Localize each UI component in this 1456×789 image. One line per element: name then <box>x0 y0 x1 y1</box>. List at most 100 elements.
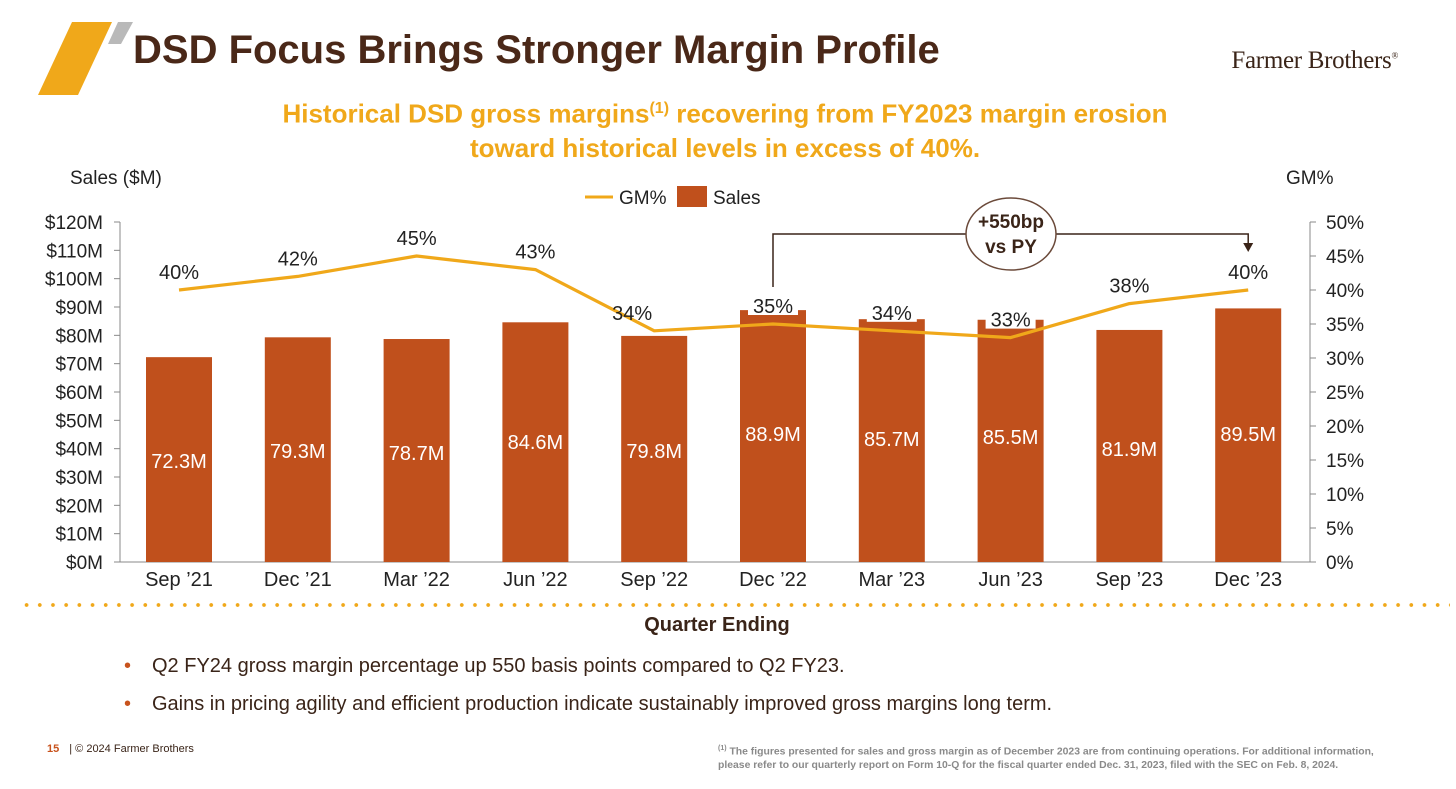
footnote-ref: (1) <box>718 745 727 752</box>
bullet-item: • Gains in pricing agility and efficient … <box>124 690 1052 728</box>
sales-bar-label: 84.6M <box>508 432 564 454</box>
bar-labels: 72.3M 79.3M 78.7M 84.6M 79.8M 88.9M 85.7M 85.5M… <box>151 424 1276 473</box>
y-tick-label: $10M <box>55 525 103 546</box>
annotation-text-line-1: +550bp <box>978 212 1044 233</box>
y2-tick-label: 50% <box>1326 213 1364 234</box>
annotation-text-line-2: vs PY <box>985 237 1037 258</box>
gm-point-label: 42% <box>278 248 318 270</box>
footnote: (1) The figures presented for sales and … <box>718 742 1430 773</box>
gm-point-label: 34% <box>612 303 652 325</box>
sales-bar-label: 72.3M <box>151 451 207 473</box>
y2-tick-label: 35% <box>1326 315 1364 336</box>
bullet-dot: • <box>124 693 132 715</box>
bullet-text: Q2 FY24 gross margin percentage up 550 b… <box>152 655 845 677</box>
x-tick-label: Mar ’23 <box>858 569 925 591</box>
x-tick-label: Jun ’23 <box>978 569 1043 591</box>
x-tick-label: Jun ’22 <box>503 569 568 591</box>
footnote-line-2: please refer to our quarterly report on … <box>718 760 1339 772</box>
gm-point-label: 40% <box>1228 262 1268 284</box>
sales-bar-label: 88.9M <box>745 424 801 446</box>
subtitle-line-2: toward historical levels in excess of 40… <box>469 132 981 163</box>
y-tick-label: $70M <box>55 355 103 376</box>
gm-line <box>178 254 1249 340</box>
x-tick-label: Dec ’21 <box>264 569 332 591</box>
y2-tick-label: 15% <box>1326 451 1364 472</box>
bullet-text: Gains in pricing agility and efficient p… <box>152 693 1053 715</box>
sales-bar <box>1215 308 1282 562</box>
page-number: 15 <box>47 743 60 755</box>
y-tick-label: $100M <box>45 270 103 291</box>
gm-point-label: 34% <box>872 303 912 325</box>
y-tick-label: $60M <box>55 383 103 404</box>
gm-line-layer: 40% 42% 45% 43% 34% 35% 34% 33% 38% 40% <box>159 228 1268 340</box>
x-tick-label: Dec ’23 <box>1214 569 1282 591</box>
brand-name: Farmer Brothers <box>1231 47 1392 74</box>
sales-bar <box>858 319 925 562</box>
annotation-arrow-icon <box>1243 243 1254 252</box>
y2-tick-label: 0% <box>1326 553 1354 574</box>
footnote-line-1: (1) The figures presented for sales and … <box>718 742 1430 759</box>
sales-bar-label: 85.5M <box>983 427 1039 449</box>
brand-registered-mark: ® <box>1391 50 1398 61</box>
sales-bar <box>502 322 569 562</box>
sales-bar <box>264 337 331 562</box>
y2-tick-label: 5% <box>1326 519 1354 540</box>
footnote-text-1: The figures presented for sales and gros… <box>726 746 1374 758</box>
subtitle-part-2: recovering from FY2023 margin erosion <box>669 98 1168 129</box>
y2-tick-label: 10% <box>1326 485 1364 506</box>
x-tick-label: Sep ’22 <box>620 569 688 591</box>
legend-label-sales: Sales <box>713 188 761 209</box>
gm-point-label: 35% <box>753 296 793 318</box>
x-tick-label: Dec ’22 <box>739 569 807 591</box>
y-tick-label: $40M <box>55 440 103 461</box>
gm-label-backdrop <box>985 306 1036 329</box>
sales-bar <box>383 339 450 562</box>
page-title: DSD Focus Brings Stronger Margin Profile <box>133 28 940 72</box>
bullet-dot: • <box>124 655 132 677</box>
gm-point-label: 40% <box>159 262 199 284</box>
x-tick-label: Sep ’21 <box>145 569 213 591</box>
y2-axis-title: GM% <box>1286 168 1334 189</box>
sales-bar-label: 79.3M <box>270 441 326 463</box>
y-axis-title: Sales ($M) <box>70 168 162 189</box>
gm-point-label: 38% <box>1109 276 1149 298</box>
y-tick-label: $90M <box>55 298 103 319</box>
gm-label-backdrop <box>866 299 917 322</box>
legend-label-gm: GM% <box>619 188 667 209</box>
y-tick-label: $80M <box>55 326 103 347</box>
bars <box>146 308 1282 562</box>
y2-tick-label: 40% <box>1326 281 1364 302</box>
brand-logo: Farmer Brothers® <box>1231 47 1398 75</box>
sales-bar-label: 78.7M <box>389 443 445 465</box>
gm-label-backdrop <box>748 293 798 315</box>
legend: GM% Sales <box>585 186 761 209</box>
footer-left: 15 | © 2024 Farmer Brothers <box>47 743 194 755</box>
subtitle-part-1: Historical DSD gross margins <box>282 98 650 129</box>
y2-tick-label: 25% <box>1326 383 1364 404</box>
y-tick-label: $120M <box>45 213 103 234</box>
y-tick-label: $50M <box>55 411 103 432</box>
annotation-bubble <box>965 197 1057 271</box>
sales-bar <box>146 357 212 562</box>
sales-bar-label: 81.9M <box>1102 439 1158 461</box>
axes: $0M $10M $20M $30M $40M $50M $60M $70M $80M $90M $… <box>45 213 1364 591</box>
y2-tick-label: 30% <box>1326 349 1364 370</box>
subtitle: Historical DSD gross margins(1) recoveri… <box>0 92 1450 165</box>
y-tick-label: $20M <box>55 496 103 517</box>
bullet-list: • Q2 FY24 gross margin percentage up 550 … <box>124 652 1052 728</box>
y-tick-label: $0M <box>66 553 103 574</box>
gm-point-label: 43% <box>515 242 555 264</box>
y-tick-label: $30M <box>55 468 103 489</box>
x-tick-label: Sep ’23 <box>1095 569 1163 591</box>
sales-bar-label: 89.5M <box>1220 424 1276 446</box>
dotted-divider <box>20 602 1450 608</box>
sales-bar-label: 85.7M <box>864 429 920 451</box>
orange-slash-logo-icon <box>38 22 133 95</box>
bullet-item: • Q2 FY24 gross margin percentage up 550 … <box>124 652 1052 690</box>
y2-tick-label: 20% <box>1326 417 1364 438</box>
annotation-callout: +550bp vs PY <box>772 197 1254 287</box>
sales-bar-label: 79.8M <box>626 441 682 463</box>
sales-bar <box>977 319 1044 562</box>
x-axis-title: Quarter Ending <box>644 614 790 636</box>
copyright: | © 2024 Farmer Brothers <box>69 743 194 755</box>
